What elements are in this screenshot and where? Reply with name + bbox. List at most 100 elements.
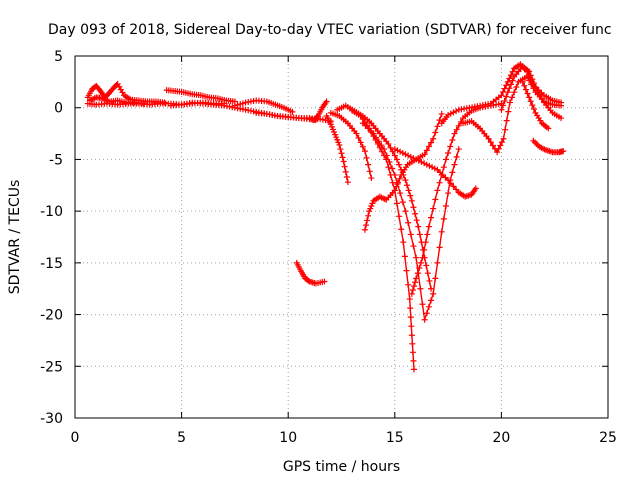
data-point	[413, 156, 420, 163]
data-point	[425, 303, 432, 310]
data-point	[424, 231, 431, 238]
data-point	[408, 197, 415, 204]
data-point	[438, 110, 445, 117]
data-point	[365, 161, 372, 168]
data-point	[400, 239, 407, 246]
data-point	[430, 135, 437, 142]
data-point	[428, 139, 435, 146]
data-point	[239, 100, 246, 107]
data-point	[402, 151, 409, 158]
data-point	[526, 68, 533, 75]
data-point	[234, 101, 241, 108]
data-point	[305, 277, 312, 284]
data-point	[410, 204, 417, 211]
data-point	[399, 149, 406, 156]
data-point	[340, 158, 347, 165]
data-point	[534, 87, 541, 94]
data-point	[413, 217, 420, 224]
data-point	[425, 143, 432, 150]
data-point	[503, 82, 510, 89]
data-point	[430, 290, 437, 297]
data-point	[445, 149, 452, 156]
data-point	[409, 349, 416, 356]
data-point	[472, 185, 479, 192]
data-point	[503, 117, 510, 124]
data-point	[419, 254, 426, 261]
data-point	[405, 281, 412, 288]
series-s20	[498, 63, 565, 122]
data-point	[498, 106, 505, 113]
data-point	[509, 94, 516, 101]
data-point	[412, 210, 419, 217]
data-point	[498, 139, 505, 146]
data-point	[338, 150, 345, 157]
data-point	[389, 179, 396, 186]
data-point	[434, 259, 441, 266]
series-s9	[323, 112, 351, 186]
data-point	[421, 160, 428, 167]
x-tick-label: 20	[492, 430, 510, 446]
data-point	[432, 129, 439, 136]
data-point	[412, 279, 419, 286]
series-line	[394, 148, 477, 198]
series-layer	[84, 61, 567, 373]
data-point	[421, 316, 428, 323]
data-point	[357, 139, 364, 146]
data-point	[536, 91, 543, 98]
data-point	[499, 102, 506, 109]
data-point	[529, 76, 536, 83]
data-point	[560, 148, 567, 155]
data-point	[436, 179, 443, 186]
data-point	[450, 109, 457, 116]
y-tick-label: 5	[54, 49, 63, 65]
series-s4	[163, 87, 238, 105]
y-tick-label: -25	[40, 359, 63, 375]
data-point	[364, 217, 371, 224]
data-point	[521, 82, 528, 89]
data-point	[434, 123, 441, 130]
data-point	[381, 146, 388, 153]
data-point	[359, 143, 366, 150]
x-tick-label: 25	[599, 430, 617, 446]
series-s19	[460, 73, 565, 156]
data-point	[396, 161, 403, 168]
data-point	[365, 212, 372, 219]
data-point	[406, 296, 413, 303]
data-point	[424, 270, 431, 277]
data-point	[398, 226, 405, 233]
data-point	[523, 73, 530, 80]
data-point	[425, 223, 432, 230]
data-point	[453, 126, 460, 133]
data-point	[421, 246, 428, 253]
data-point	[366, 168, 373, 175]
data-point	[313, 114, 320, 121]
data-point	[426, 162, 433, 169]
data-point	[417, 285, 424, 292]
data-point	[393, 156, 400, 163]
data-point	[410, 155, 417, 162]
data-point	[442, 156, 449, 163]
series-s22	[530, 137, 567, 156]
data-point	[385, 140, 392, 147]
data-point	[407, 314, 414, 321]
data-point	[526, 94, 533, 101]
data-point	[509, 77, 516, 84]
data-point	[453, 108, 460, 115]
data-point	[558, 102, 565, 109]
data-point	[416, 265, 423, 272]
data-point	[528, 81, 535, 88]
data-point	[509, 68, 516, 75]
data-point	[410, 243, 417, 250]
series-s6	[231, 97, 296, 115]
data-point	[407, 153, 414, 160]
data-point	[385, 164, 392, 171]
x-axis-label: GPS time / hours	[283, 459, 400, 475]
data-point	[416, 231, 423, 238]
data-point	[451, 130, 458, 137]
data-point	[391, 152, 398, 159]
data-point	[455, 146, 462, 153]
data-point	[409, 287, 416, 294]
data-point	[526, 77, 533, 84]
data-point	[432, 196, 439, 203]
